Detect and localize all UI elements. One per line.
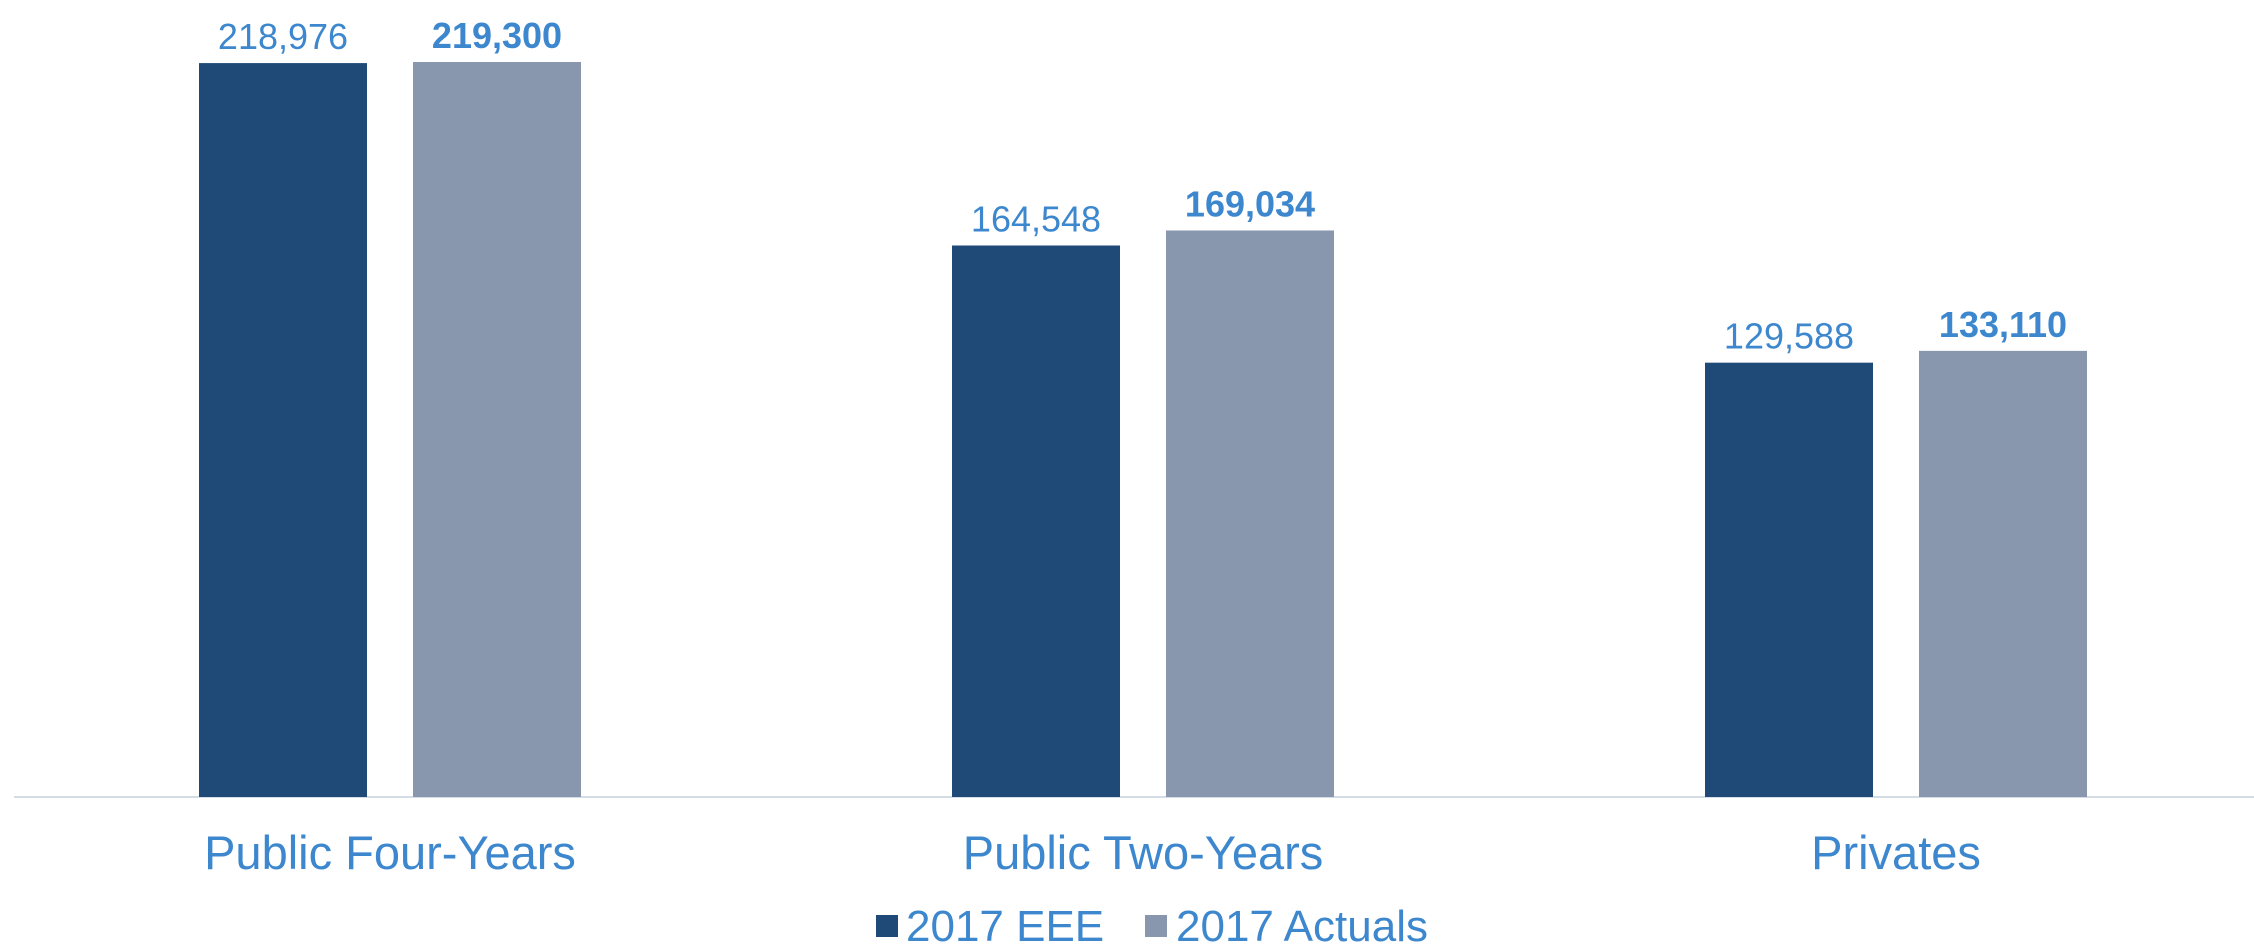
bar-public-four-years-2017-eee	[199, 63, 367, 797]
category-label-public-four-years: Public Four-Years	[204, 826, 576, 879]
bar-privates-2017-eee	[1705, 362, 1873, 797]
category-labels-layer: Public Four-Years Public Two-Years Private…	[204, 826, 1981, 879]
category-label-public-two-years: Public Two-Years	[963, 826, 1324, 879]
data-label-privates-2017-actuals: 133,110	[1939, 304, 2067, 345]
bars-layer	[199, 62, 2087, 797]
data-label-public-four-years-2017-actuals: 219,300	[432, 15, 562, 56]
data-label-public-two-years-2017-eee: 164,548	[971, 199, 1101, 240]
bar-public-two-years-2017-eee	[952, 245, 1120, 797]
legend-label-2017-eee: 2017 EEE	[906, 902, 1104, 947]
legend-label-2017-actuals: 2017 Actuals	[1176, 902, 1428, 947]
bar-public-four-years-2017-actuals	[413, 62, 581, 797]
bar-public-two-years-2017-actuals	[1166, 230, 1334, 797]
category-label-privates: Privates	[1811, 826, 1981, 879]
data-label-public-two-years-2017-actuals: 169,034	[1185, 183, 1315, 224]
value-labels-layer: 218,976 219,300 164,548 169,034 129,588 133,1…	[218, 15, 2067, 357]
legend-swatch-2017-eee	[876, 915, 898, 937]
data-label-public-four-years-2017-eee: 218,976	[218, 16, 348, 57]
bar-privates-2017-actuals	[1919, 350, 2087, 797]
legend: 2017 EEE 2017 Actuals	[876, 902, 1428, 947]
data-label-privates-2017-eee: 129,588	[1724, 316, 1854, 357]
legend-swatch-2017-actuals	[1145, 915, 1167, 937]
